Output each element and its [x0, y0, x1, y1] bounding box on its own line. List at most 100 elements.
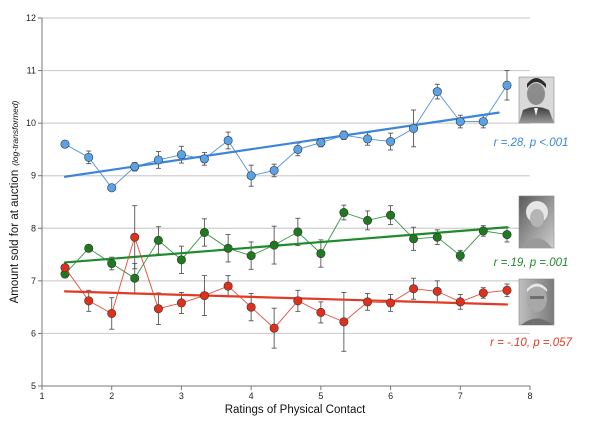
red-data-point-8 [246, 302, 256, 312]
blue-data-point-4 [153, 155, 163, 165]
y-tick-label-5: 5 [31, 381, 36, 391]
blue-data-point-18 [478, 117, 488, 127]
green-data-point-8 [246, 251, 256, 261]
horizontal-gridlines [42, 17, 530, 335]
green-series-annotation: r =.19, p =.001 [494, 257, 569, 269]
red-data-point-10 [293, 296, 303, 306]
green-data-point-13 [363, 215, 373, 225]
green-data-point-4 [153, 235, 163, 245]
red-data-point-17 [455, 297, 465, 307]
green-data-point-19 [502, 230, 512, 240]
red-data-point-12 [339, 317, 349, 327]
green-series [60, 204, 512, 294]
y-tick-label-7: 7 [31, 276, 36, 286]
red-data-point-9 [269, 323, 279, 333]
green-data-point-1 [84, 243, 94, 253]
red-series-portrait [518, 278, 555, 326]
y-tick-label-6: 6 [31, 328, 36, 338]
y-tick-label-11: 11 [27, 66, 36, 76]
red-data-point-7 [223, 281, 233, 291]
blue-data-point-0 [60, 139, 70, 149]
red-data-point-18 [478, 288, 488, 298]
x-tick-label-1: 1 [39, 391, 44, 401]
green-data-point-14 [386, 210, 396, 220]
red-data-point-5 [176, 298, 186, 308]
x-tick-label-2: 2 [109, 391, 114, 401]
y-tick-label-12: 12 [26, 13, 36, 23]
blue-data-point-17 [455, 117, 465, 127]
blue-annotation-r: r =.28, [494, 137, 530, 149]
red-data-point-16 [432, 286, 442, 296]
blue-data-point-2 [107, 183, 117, 193]
blue-data-point-9 [269, 165, 279, 175]
red-data-point-1 [84, 296, 94, 306]
red-data-point-11 [316, 307, 326, 317]
blue-data-point-7 [223, 135, 233, 145]
blue-data-point-19 [502, 80, 512, 90]
x-tick-label-4: 4 [249, 391, 254, 401]
green-annotation-p: p =.001 [529, 257, 569, 269]
blue-trend-line [63, 111, 500, 178]
blue-data-point-13 [363, 134, 373, 144]
blue-series-annotation: r =.28, p <.001 [494, 137, 569, 149]
red-data-point-6 [199, 291, 209, 301]
y-axis-title-note: (log-transformed) [10, 100, 20, 165]
blue-series-portrait [518, 76, 555, 124]
red-series-annotation: r = -.10, p =.057 [490, 337, 572, 349]
y-tick-label-9: 9 [31, 171, 36, 181]
green-data-point-17 [455, 251, 465, 261]
blue-data-point-14 [386, 137, 396, 147]
red-annotation-p: p =.057 [532, 337, 572, 349]
blue-data-point-5 [176, 150, 186, 160]
blue-data-point-8 [246, 171, 256, 181]
x-tick-label-8: 8 [527, 391, 532, 401]
y-tick-label-10: 10 [26, 118, 36, 128]
blue-data-point-3 [130, 162, 140, 172]
blue-data-point-16 [432, 87, 442, 97]
green-data-point-11 [316, 249, 326, 259]
red-data-point-19 [502, 285, 512, 295]
blue-data-point-11 [316, 138, 326, 148]
red-series [60, 205, 512, 352]
blue-data-point-10 [293, 144, 303, 154]
x-tick-label-5: 5 [318, 391, 323, 401]
x-tick-label-3: 3 [179, 391, 184, 401]
red-data-point-2 [107, 308, 117, 318]
series-layer [60, 70, 512, 352]
x-tick-label-7: 7 [458, 391, 463, 401]
y-axis-title-main: Amount sold for at auction [9, 170, 21, 304]
blue-data-point-6 [199, 154, 209, 164]
x-axis-title: Ratings of Physical Contact [225, 404, 366, 416]
green-trend-line [63, 226, 509, 264]
y-tick-label-8: 8 [31, 223, 36, 233]
axes [41, 18, 530, 387]
red-trend-line [63, 290, 509, 306]
red-data-point-13 [363, 297, 373, 307]
green-series-portrait [518, 195, 555, 249]
blue-data-point-1 [84, 152, 94, 162]
green-data-point-16 [432, 232, 442, 242]
green-data-point-5 [176, 255, 186, 265]
green-data-point-15 [409, 234, 419, 244]
red-data-point-4 [153, 304, 163, 314]
blue-data-point-15 [409, 123, 419, 133]
red-series-line [64, 235, 508, 329]
green-data-point-10 [293, 227, 303, 237]
red-data-point-3 [130, 232, 140, 242]
red-data-point-15 [409, 284, 419, 294]
green-annotation-r: r =.19, [494, 257, 530, 269]
green-data-point-12 [339, 208, 349, 218]
green-data-point-18 [478, 226, 488, 236]
green-data-point-9 [269, 240, 279, 250]
x-tick-label-6: 6 [388, 391, 393, 401]
blue-data-point-12 [339, 130, 349, 140]
green-data-point-6 [199, 227, 209, 237]
red-data-point-0 [60, 263, 70, 273]
blue-annotation-p: p <.001 [529, 137, 569, 149]
red-annotation-r: r = -.10, [490, 337, 533, 349]
blue-series [60, 70, 512, 193]
green-data-point-2 [107, 259, 117, 269]
